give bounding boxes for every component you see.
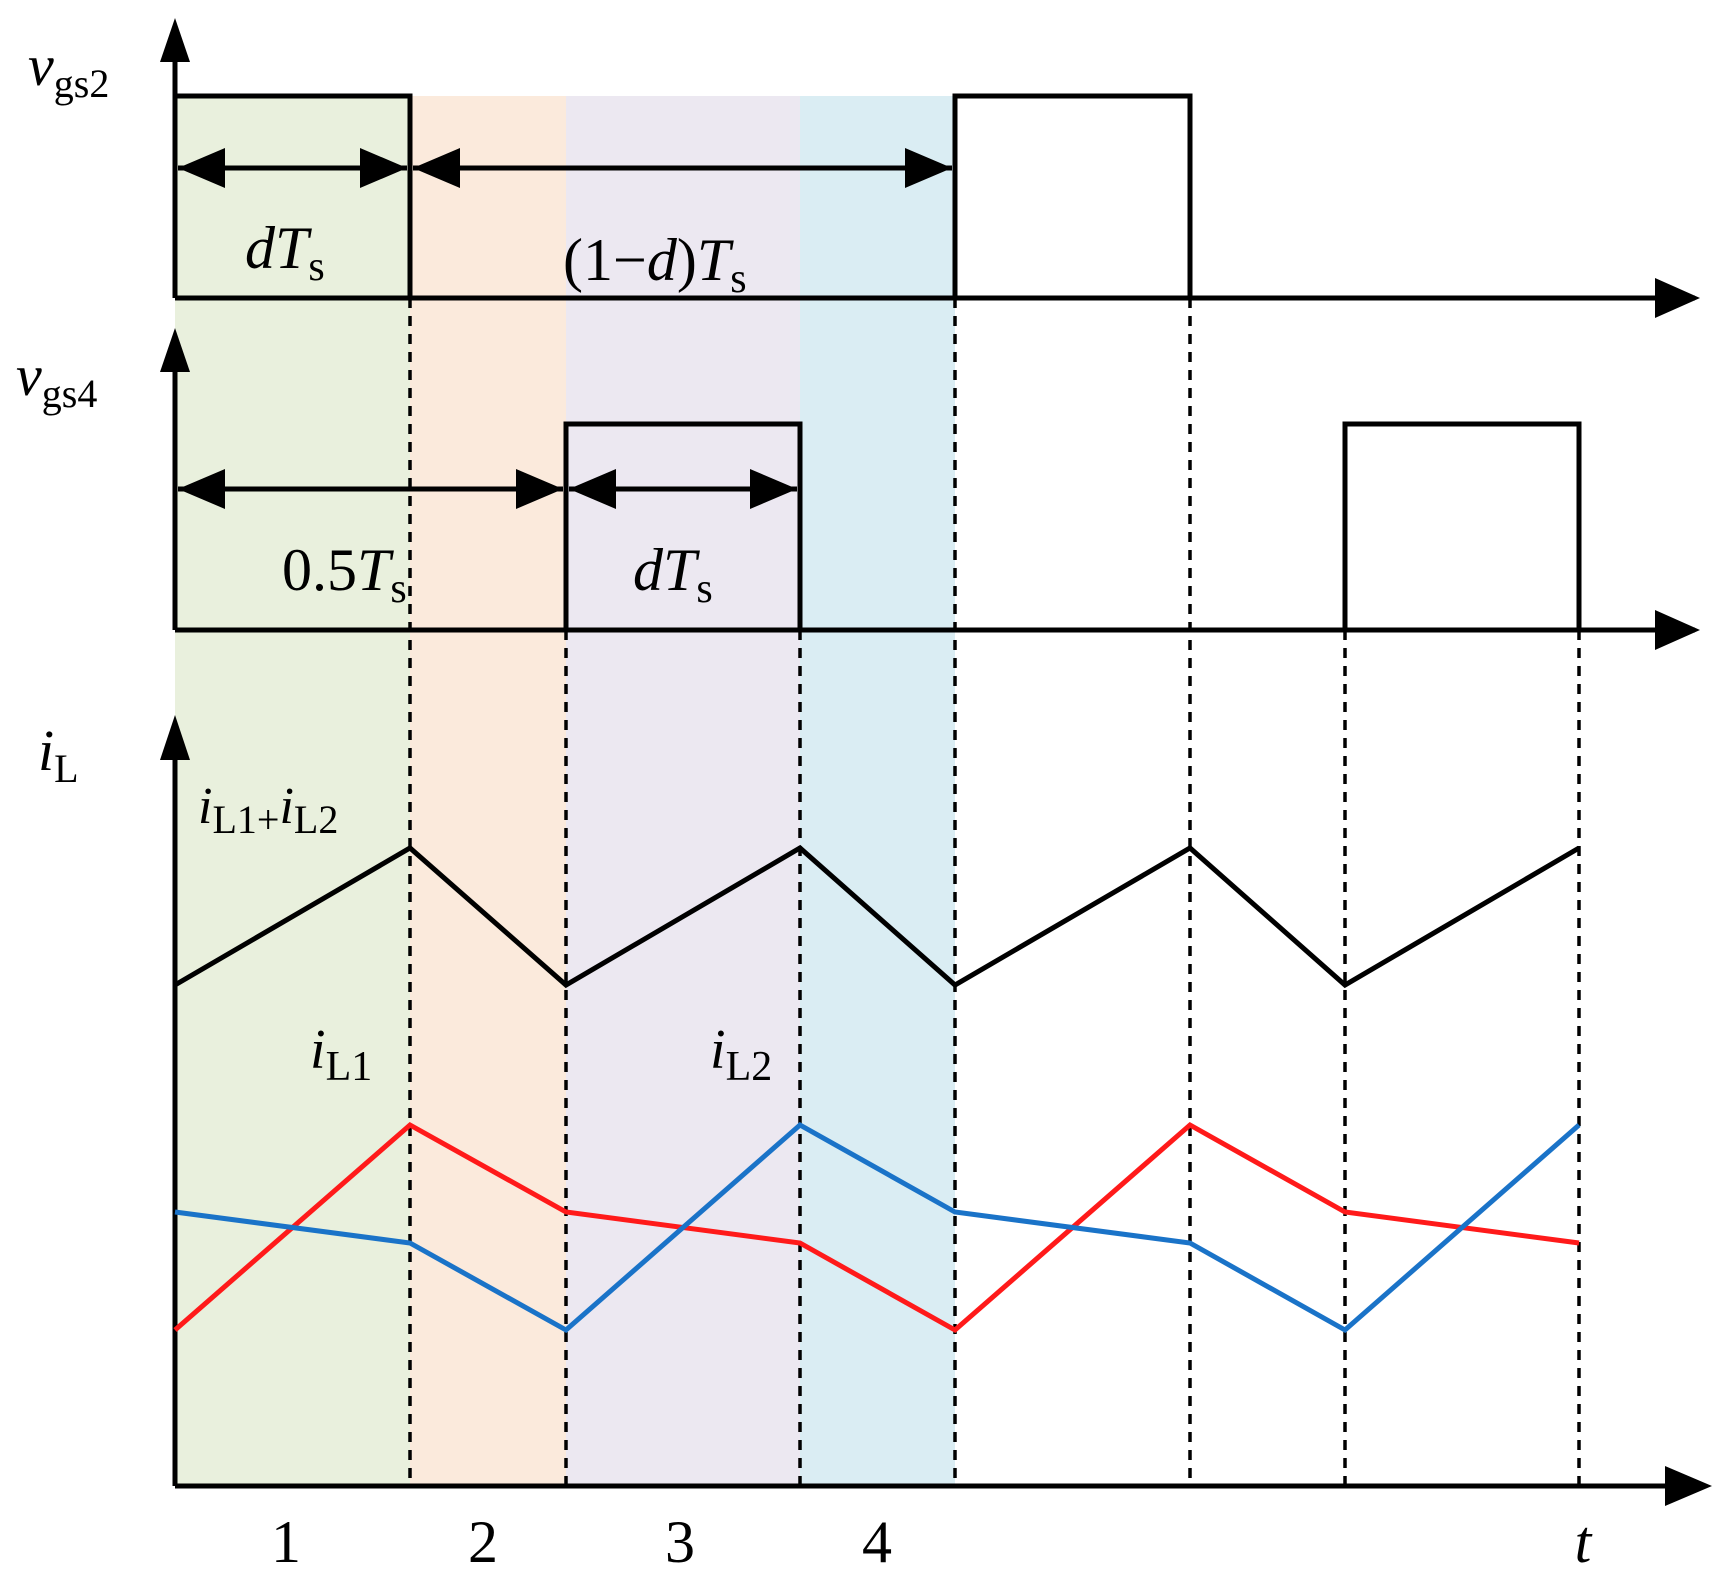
one-minus-d-Ts-label: (1−d)Ts — [563, 227, 747, 302]
vgs4-waveform — [563, 421, 1582, 633]
t-axis-arrowhead — [1665, 1466, 1712, 1506]
vgs2-waveform — [172, 93, 1193, 301]
iL-sum-waveform — [173, 844, 1581, 989]
interval-2-label: 2 — [468, 1509, 498, 1575]
iL1-waveform — [173, 1121, 1580, 1334]
iL-axes — [172, 740, 1700, 1489]
interval-2-band — [410, 96, 566, 1486]
interval-4-label: 4 — [862, 1509, 892, 1575]
iL1-label: iL1 — [310, 1019, 372, 1090]
vgs2-x-arrowhead — [1655, 278, 1700, 318]
iL2-waveform — [174, 1121, 1581, 1334]
vgs4-label: vgs4 — [16, 343, 97, 416]
interval-1-label: 1 — [271, 1509, 301, 1575]
half-Ts-label: 0.5Ts — [282, 537, 407, 612]
interval-4-band — [800, 96, 955, 1486]
t-axis-label: t — [1575, 1509, 1593, 1575]
vgs2-y-arrowhead — [160, 18, 190, 62]
vgs4-x-arrowhead — [1655, 610, 1700, 650]
dimension-arrows — [178, 148, 952, 509]
iL-y-arrowhead — [160, 715, 190, 760]
iL-sum-label: iL1+iL2 — [198, 778, 338, 842]
dTs-label-vgs2: dTs — [245, 215, 325, 290]
dTs-label-vgs4: dTs — [633, 537, 713, 612]
iL-axis-label: iL — [38, 718, 79, 791]
interval-3-band — [566, 96, 800, 1486]
iL2-label: iL2 — [710, 1019, 772, 1090]
vgs2-label: vgs2 — [28, 33, 109, 106]
interval-3-label: 3 — [665, 1509, 695, 1575]
interval-1-band — [175, 96, 410, 1486]
vgs4-y-arrowhead — [160, 328, 190, 372]
timing-dashed-lines — [408, 298, 1581, 1486]
